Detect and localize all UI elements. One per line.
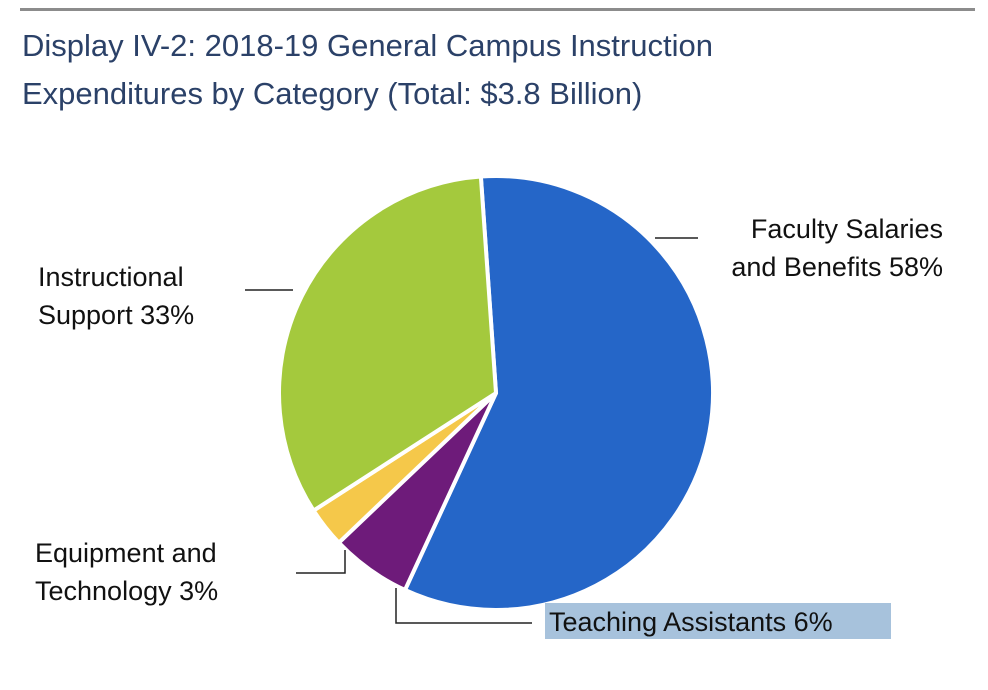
- label-faculty-line-2: and Benefits 58%: [731, 252, 943, 282]
- pie-slice-faculty-salaries-and-benefits: [402, 174, 715, 612]
- label-instructional-line-1: Instructional: [38, 262, 184, 292]
- leader-line-teaching: [395, 588, 532, 624]
- pie-slice-instructional-support: [277, 174, 498, 513]
- chart-title-line-2: Expenditures by Category (Total: $3.8 Bi…: [22, 76, 643, 111]
- top-rule: [20, 8, 975, 11]
- label-instructional-line-2: Support 33%: [38, 300, 194, 330]
- pie-slices: [277, 174, 715, 612]
- label-highlight-teaching: [545, 603, 891, 639]
- label-equipment-line-1: Equipment and: [35, 538, 217, 568]
- label-teaching: Teaching Assistants 6%: [549, 607, 833, 637]
- chart-title-line-1: Display IV-2: 2018-19 General Campus Ins…: [22, 28, 713, 63]
- leader-line-equipment: [296, 550, 346, 574]
- label-equipment-line-2: Technology 3%: [35, 576, 218, 606]
- label-faculty-line-1: Faculty Salaries: [751, 214, 943, 244]
- chart-title: Display IV-2: 2018-19 General Campus Ins…: [22, 22, 922, 118]
